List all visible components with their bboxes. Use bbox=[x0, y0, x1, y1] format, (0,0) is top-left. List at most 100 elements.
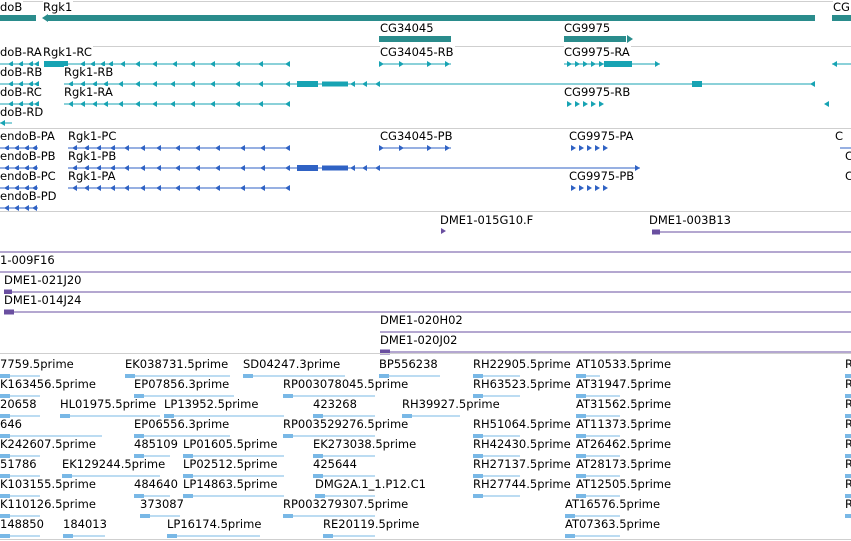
transcript-glyph[interactable] bbox=[599, 101, 604, 107]
est-glyph[interactable] bbox=[62, 474, 72, 478]
protein-glyph[interactable] bbox=[140, 185, 145, 191]
protein-label[interactable]: endoB-PC bbox=[0, 169, 57, 183]
transcript-glyph[interactable] bbox=[44, 61, 68, 67]
protein-glyph[interactable] bbox=[285, 145, 290, 151]
est-glyph[interactable] bbox=[845, 514, 851, 518]
transcript-label[interactable]: Rgk1-RC bbox=[43, 45, 93, 59]
est-label[interactable]: LP14863.5prime bbox=[183, 477, 279, 491]
est-label[interactable]: AT12505.5prime bbox=[576, 477, 673, 491]
est-glyph[interactable] bbox=[473, 374, 483, 378]
transcript-glyph[interactable] bbox=[210, 61, 215, 67]
est-glyph[interactable] bbox=[313, 414, 323, 418]
protein-glyph[interactable] bbox=[379, 145, 384, 151]
transcript-glyph[interactable] bbox=[68, 101, 73, 107]
protein-glyph[interactable] bbox=[571, 185, 576, 191]
transcript-glyph[interactable] bbox=[235, 101, 240, 107]
transcript-glyph[interactable] bbox=[108, 61, 113, 67]
est-glyph[interactable] bbox=[140, 514, 150, 518]
protein-glyph[interactable] bbox=[140, 165, 145, 171]
transcript-glyph[interactable] bbox=[172, 61, 177, 67]
est-glyph[interactable] bbox=[473, 454, 483, 458]
protein-label[interactable]: Rgk1-PA bbox=[68, 169, 117, 183]
protein-glyph[interactable] bbox=[24, 205, 29, 211]
transcript-glyph[interactable] bbox=[258, 81, 263, 87]
transcript-glyph[interactable] bbox=[210, 101, 215, 107]
transcript-glyph[interactable] bbox=[824, 101, 829, 107]
protein-glyph[interactable] bbox=[4, 185, 9, 191]
protein-glyph[interactable] bbox=[124, 145, 129, 151]
gene-label[interactable]: CG9975 bbox=[564, 21, 612, 35]
gene-glyph[interactable] bbox=[48, 15, 815, 21]
transcript-glyph[interactable] bbox=[285, 61, 290, 67]
est-glyph[interactable] bbox=[576, 494, 586, 498]
est-label[interactable]: AT10533.5prime bbox=[576, 357, 673, 371]
protein-glyph[interactable] bbox=[362, 165, 367, 171]
clone-glyph[interactable] bbox=[4, 289, 12, 295]
protein-glyph[interactable] bbox=[195, 145, 200, 151]
transcript-glyph[interactable] bbox=[0, 120, 5, 126]
est-label[interactable]: 423268 bbox=[313, 397, 358, 411]
protein-glyph[interactable] bbox=[110, 185, 115, 191]
protein-glyph[interactable] bbox=[4, 145, 9, 151]
transcript-label[interactable]: doB-RB bbox=[0, 65, 44, 79]
est-glyph[interactable] bbox=[315, 494, 325, 498]
transcript-glyph[interactable] bbox=[297, 81, 318, 87]
transcript-label[interactable]: CG9975-RB bbox=[564, 85, 632, 99]
est-label[interactable]: RH39927.5prime bbox=[402, 397, 501, 411]
protein-glyph[interactable] bbox=[72, 145, 77, 151]
est-glyph[interactable] bbox=[313, 454, 323, 458]
transcript-glyph[interactable] bbox=[362, 81, 367, 87]
protein-label[interactable]: C bbox=[835, 129, 845, 143]
est-label[interactable]: EP06556.3prime bbox=[134, 417, 231, 431]
clone-label[interactable]: DME1-003B13 bbox=[649, 213, 732, 227]
est-label[interactable]: 184013 bbox=[63, 517, 108, 531]
transcript-glyph[interactable] bbox=[28, 61, 33, 67]
est-label[interactable]: K163456.5prime bbox=[0, 377, 97, 391]
est-glyph[interactable] bbox=[134, 454, 144, 458]
est-label[interactable]: R bbox=[845, 378, 851, 391]
protein-glyph[interactable] bbox=[603, 145, 608, 151]
est-glyph[interactable] bbox=[565, 514, 575, 518]
protein-glyph[interactable] bbox=[96, 165, 101, 171]
transcript-glyph[interactable] bbox=[18, 81, 23, 87]
est-glyph[interactable] bbox=[183, 494, 193, 498]
protein-glyph[interactable] bbox=[445, 145, 450, 151]
est-label[interactable]: R bbox=[845, 418, 851, 431]
clone-glyph[interactable] bbox=[4, 309, 14, 315]
protein-glyph[interactable] bbox=[285, 185, 290, 191]
protein-glyph[interactable] bbox=[96, 185, 101, 191]
transcript-glyph[interactable] bbox=[120, 61, 125, 67]
transcript-glyph[interactable] bbox=[210, 81, 215, 87]
est-glyph[interactable] bbox=[565, 534, 575, 538]
est-glyph[interactable] bbox=[63, 534, 73, 538]
est-glyph[interactable] bbox=[0, 414, 10, 418]
protein-glyph[interactable] bbox=[140, 145, 145, 151]
protein-glyph[interactable] bbox=[240, 145, 245, 151]
transcript-label[interactable]: Rgk1-RB bbox=[64, 65, 115, 79]
est-glyph[interactable] bbox=[473, 494, 483, 498]
est-label[interactable]: RH22905.5prime bbox=[473, 357, 572, 371]
protein-glyph[interactable] bbox=[32, 165, 37, 171]
est-glyph[interactable] bbox=[576, 434, 586, 438]
est-label[interactable]: AT16576.5prime bbox=[565, 497, 662, 511]
protein-glyph[interactable] bbox=[215, 185, 220, 191]
est-label[interactable]: RH27137.5prime bbox=[473, 457, 572, 471]
transcript-glyph[interactable] bbox=[92, 101, 97, 107]
est-glyph[interactable] bbox=[183, 474, 193, 478]
est-glyph[interactable] bbox=[0, 474, 10, 478]
est-label[interactable]: HL01975.5prime bbox=[60, 397, 158, 411]
protein-glyph[interactable] bbox=[84, 145, 89, 151]
est-glyph[interactable] bbox=[473, 394, 483, 398]
est-label[interactable]: EK273038.5prime bbox=[313, 437, 418, 451]
est-label[interactable]: SD04247.3prime bbox=[243, 357, 342, 371]
transcript-glyph[interactable] bbox=[100, 61, 105, 67]
est-label[interactable]: AT31562.5prime bbox=[576, 397, 673, 411]
est-glyph[interactable] bbox=[379, 374, 389, 378]
est-label[interactable]: RH51064.5prime bbox=[473, 417, 572, 431]
est-label[interactable]: 425644 bbox=[313, 457, 358, 471]
est-glyph[interactable] bbox=[845, 394, 851, 398]
transcript-glyph[interactable] bbox=[34, 81, 39, 87]
transcript-glyph[interactable] bbox=[285, 101, 290, 107]
protein-glyph[interactable] bbox=[175, 145, 180, 151]
